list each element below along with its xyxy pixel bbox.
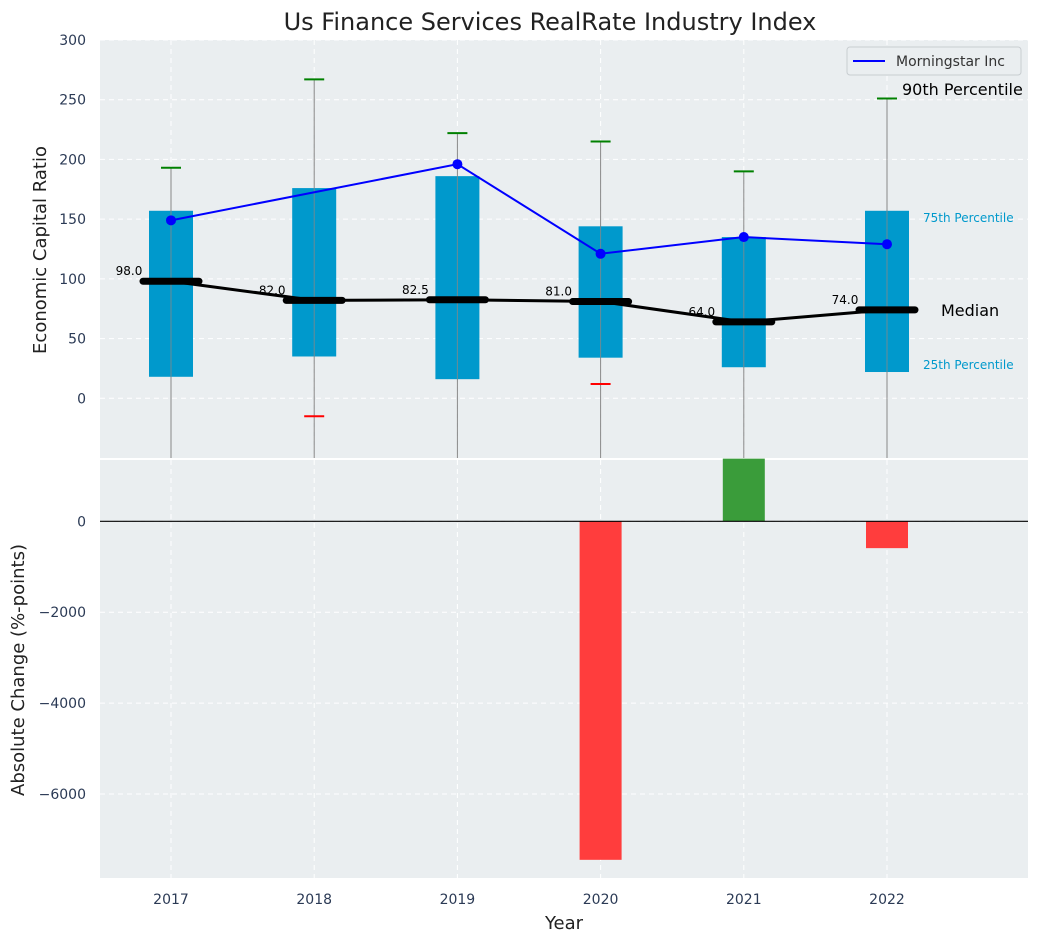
bottom-xtick-label: 2018 [296, 892, 332, 908]
bottom-xtick-label: 2019 [440, 892, 476, 908]
median-label: 81.0 [545, 285, 572, 299]
median-label: 98.0 [116, 264, 143, 278]
series-point-morningstar [882, 239, 892, 250]
legend-label-morningstar: Morningstar Inc [896, 54, 1005, 70]
top-ytick-label: 200 [59, 152, 86, 168]
bottom-xtick-label: 2021 [726, 892, 762, 908]
annotation-p25: 25th Percentile [923, 358, 1014, 372]
series-point-morningstar [738, 232, 749, 243]
bottom-ytick-label: −4000 [39, 696, 86, 712]
bottom-ytick-label: −2000 [39, 605, 86, 621]
change-bar [722, 458, 765, 522]
change-bar [579, 521, 622, 860]
series-point-morningstar [166, 215, 176, 226]
top-ytick-label: 150 [59, 212, 86, 228]
series-point-morningstar [452, 159, 463, 170]
chart-title: Us Finance Services RealRate Industry In… [284, 8, 817, 36]
legend-box [846, 46, 1022, 76]
top-ytick-label: 0 [77, 391, 86, 407]
median-label: 64.0 [688, 305, 715, 319]
annotation-median: Median [941, 301, 999, 320]
bottom-ylabel: Absolute Change (%-points) [8, 544, 29, 796]
bottom-ytick-label: 0 [77, 514, 86, 530]
median-label: 82.5 [402, 283, 429, 297]
annotation-p75: 75th Percentile [923, 211, 1014, 225]
bottom-xtick-label: 2017 [153, 892, 189, 908]
bottom-xtick-label: 2022 [869, 892, 905, 908]
legend: Morningstar Inc [846, 46, 1022, 76]
bottom-ytick-label: −6000 [39, 787, 86, 803]
top-ytick-label: 100 [59, 272, 86, 288]
median-label: 74.0 [832, 293, 859, 307]
top-ytick-label: 250 [59, 93, 86, 109]
median-label: 82.0 [259, 283, 286, 297]
top-ytick-label: 50 [68, 332, 86, 348]
bottom-xtick-label: 2020 [583, 892, 619, 908]
annotation-p90: 90th Percentile [902, 80, 1023, 99]
series-point-morningstar [595, 248, 606, 259]
top-ytick-label: 300 [59, 33, 86, 49]
top-ylabel: Economic Capital Ratio [30, 146, 51, 354]
change-bar [866, 521, 908, 549]
bottom-xlabel: Year [544, 913, 584, 934]
